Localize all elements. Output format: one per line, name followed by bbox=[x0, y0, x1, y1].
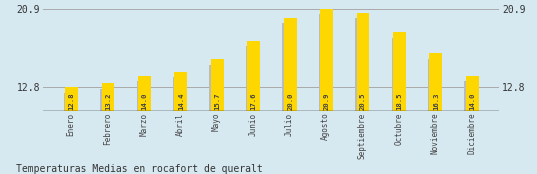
Text: 18.5: 18.5 bbox=[396, 92, 402, 110]
Bar bbox=[284, 18, 296, 174]
Text: 15.7: 15.7 bbox=[214, 92, 220, 110]
Bar bbox=[100, 89, 113, 174]
Text: 20.5: 20.5 bbox=[360, 92, 366, 110]
Text: 13.2: 13.2 bbox=[105, 92, 111, 110]
Bar bbox=[355, 18, 368, 174]
Bar bbox=[136, 81, 149, 174]
Bar bbox=[428, 59, 441, 174]
Bar bbox=[320, 9, 333, 174]
Bar bbox=[211, 59, 223, 174]
Bar bbox=[248, 41, 260, 174]
Bar bbox=[319, 14, 331, 174]
Bar bbox=[246, 46, 259, 174]
Text: 12.8: 12.8 bbox=[69, 92, 75, 110]
Bar bbox=[101, 83, 114, 174]
Bar bbox=[393, 32, 406, 174]
Text: 14.0: 14.0 bbox=[469, 92, 475, 110]
Bar bbox=[357, 13, 369, 174]
Bar bbox=[173, 77, 186, 174]
Bar bbox=[391, 38, 404, 174]
Bar bbox=[465, 81, 477, 174]
Bar bbox=[138, 76, 151, 174]
Text: 16.3: 16.3 bbox=[433, 92, 439, 110]
Bar bbox=[282, 23, 295, 174]
Text: 20.9: 20.9 bbox=[324, 92, 330, 110]
Text: 14.0: 14.0 bbox=[141, 92, 147, 110]
Bar bbox=[175, 72, 187, 174]
Text: 17.6: 17.6 bbox=[251, 92, 257, 110]
Bar bbox=[65, 87, 78, 174]
Bar bbox=[466, 76, 478, 174]
Text: 20.0: 20.0 bbox=[287, 92, 293, 110]
Bar bbox=[209, 65, 222, 174]
Bar bbox=[64, 93, 76, 174]
Text: Temperaturas Medias en rocafort de queralt: Temperaturas Medias en rocafort de quera… bbox=[16, 164, 263, 174]
Bar bbox=[430, 53, 442, 174]
Text: 14.4: 14.4 bbox=[178, 92, 184, 110]
